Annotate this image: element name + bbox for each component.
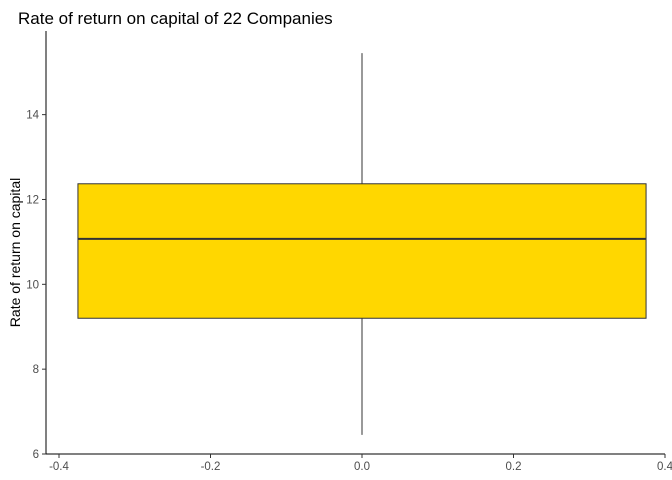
x-tick-label: 0.4 <box>657 461 672 473</box>
y-tick-label: 12 <box>26 194 39 206</box>
x-tick-label: 0.2 <box>506 461 522 473</box>
y-tick-label: 10 <box>26 279 39 291</box>
box-iqr <box>77 183 647 319</box>
y-tick-label: 14 <box>26 110 39 122</box>
y-tick-label: 8 <box>33 364 39 376</box>
x-tick-label: -0.4 <box>49 461 69 473</box>
y-tick-label: 6 <box>33 449 39 461</box>
y-axis-label: Rate of return on capital <box>7 178 23 327</box>
plot-area: 6 8 10 12 14 -0.4 -0.2 0.0 0.2 0.4 <box>26 31 672 473</box>
x-tick-label: 0.0 <box>354 461 370 473</box>
chart-title: Rate of return on capital of 22 Companie… <box>18 9 333 28</box>
x-tick-label: -0.2 <box>201 461 221 473</box>
